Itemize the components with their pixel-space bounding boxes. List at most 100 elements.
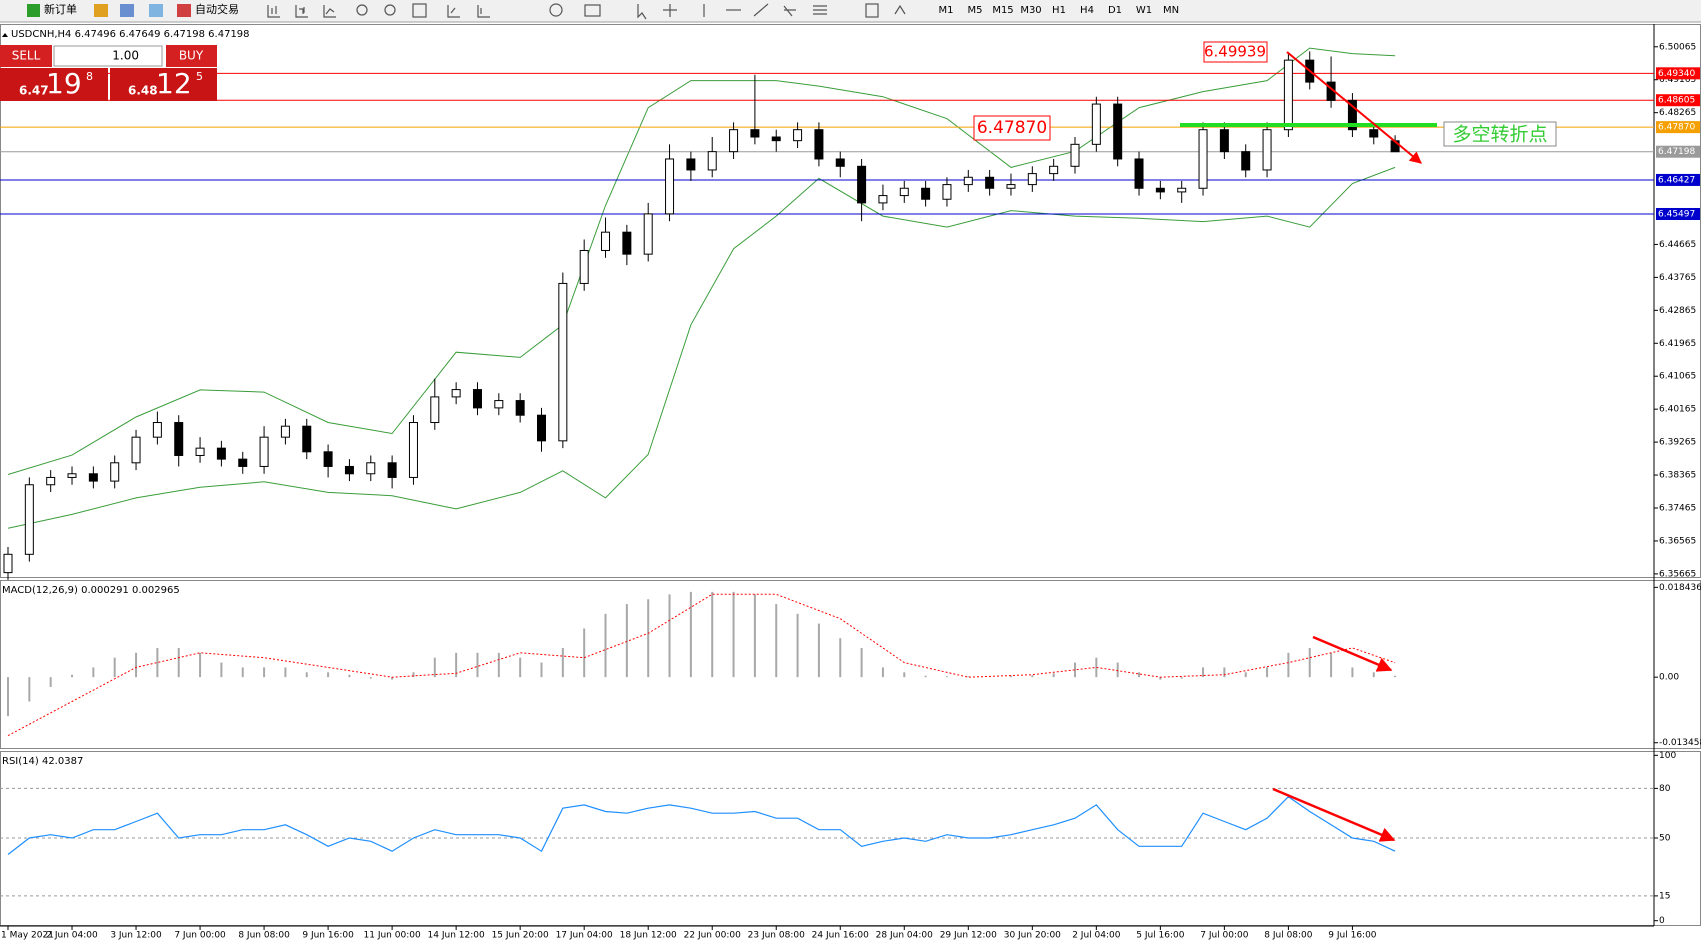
- candle-body: [942, 184, 952, 200]
- lot-value[interactable]: 1.00: [112, 49, 139, 63]
- candle-body: [1070, 143, 1080, 167]
- bollinger-band: [7, 47, 1396, 475]
- candle-icon[interactable]: [295, 5, 308, 18]
- sell-price-box[interactable]: [0, 68, 108, 101]
- y-tick-label: 100: [1659, 751, 1676, 761]
- line-icon[interactable]: [323, 5, 336, 18]
- zoom-out-icon[interactable]: [384, 4, 396, 16]
- template-icon[interactable]: [584, 4, 601, 17]
- timeframe-button[interactable]: MN: [1163, 5, 1179, 16]
- y-tick-label: 80: [1659, 784, 1671, 794]
- candle-body: [686, 158, 696, 171]
- fibo-icon[interactable]: [783, 5, 796, 17]
- timeframe-button[interactable]: M1: [939, 5, 954, 16]
- tool-icon[interactable]: [120, 4, 134, 17]
- new-order-icon[interactable]: [27, 4, 40, 17]
- x-tick-label: 2 Jul 04:00: [1072, 931, 1121, 941]
- scroll-icon[interactable]: [447, 5, 460, 18]
- zoom-in-icon[interactable]: [356, 4, 368, 16]
- price-level-tag: [1656, 207, 1700, 220]
- auto-trading-button[interactable]: 自动交易: [195, 2, 239, 16]
- y-tick-label: 6.38365: [1659, 471, 1696, 481]
- buy-price-box[interactable]: [110, 68, 217, 101]
- candle-body: [537, 414, 546, 442]
- lot-input[interactable]: [53, 45, 163, 67]
- price-level-label: 6.48605: [1658, 96, 1695, 106]
- timeframe-button[interactable]: W1: [1136, 5, 1152, 16]
- macd-signal: [7, 593, 1396, 737]
- timeframe-button[interactable]: H4: [1080, 5, 1094, 16]
- price-level-label: 6.47870: [1658, 123, 1695, 133]
- cursor-icon[interactable]: [637, 4, 647, 20]
- crosshair-icon[interactable]: [663, 4, 677, 17]
- candle-body: [985, 176, 995, 189]
- title-arrow: [2, 33, 8, 37]
- channel-icon[interactable]: [813, 5, 827, 15]
- macd-arrow: [1312, 635, 1393, 672]
- sell-button[interactable]: [0, 45, 52, 67]
- candle-body: [1177, 187, 1187, 193]
- pivot-note: 多空转折点: [1452, 124, 1547, 146]
- toolbar-icons: [267, 3, 906, 20]
- buy-price-pips: 12: [156, 67, 192, 100]
- candle-body: [1006, 184, 1016, 189]
- new-order-button[interactable]: 新订单: [44, 2, 77, 16]
- price-level-tag: [1656, 145, 1700, 158]
- tile-icon[interactable]: [412, 3, 427, 18]
- buy-button[interactable]: [166, 45, 217, 67]
- candle-body: [729, 129, 739, 153]
- candle-body: [835, 158, 845, 167]
- candle-body: [408, 422, 418, 478]
- x-tick-label: 30 Jun 20:00: [1004, 931, 1061, 941]
- tool-icon[interactable]: [149, 4, 163, 17]
- candle-body: [558, 282, 568, 442]
- price-level-label: 6.47198: [1658, 147, 1695, 157]
- main-panel-frame: [0, 24, 1701, 578]
- price-level-tag: [1656, 67, 1700, 80]
- y-tick-label: 6.50065: [1659, 42, 1696, 52]
- timeframe-button[interactable]: M30: [1020, 5, 1041, 16]
- candle-body: [302, 425, 312, 453]
- candle-body: [707, 151, 717, 171]
- arrow-icon[interactable]: [894, 4, 906, 15]
- timeframe-button[interactable]: D1: [1108, 5, 1122, 16]
- toolbar: 新订单 自动交易 M1 M5 M15 M30 H1 H4 D1 W1 MN: [0, 0, 1701, 23]
- price-level-tag: [1656, 173, 1700, 186]
- candle-body: [1134, 158, 1144, 189]
- bar-chart-icon[interactable]: [267, 5, 280, 18]
- peak-label-box: [1203, 41, 1268, 63]
- auto-trading-icon[interactable]: [177, 4, 191, 17]
- candle-body: [323, 451, 333, 467]
- x-tick-label: 24 Jun 16:00: [812, 931, 869, 941]
- candle-body: [366, 462, 376, 475]
- timeframe-button[interactable]: M15: [992, 5, 1013, 16]
- text-icon[interactable]: [865, 3, 879, 18]
- y-tick-label: 6.39265: [1659, 438, 1696, 448]
- candle-body: [878, 195, 888, 204]
- candle-body: [46, 476, 56, 486]
- sell-label[interactable]: SELL: [12, 49, 41, 63]
- timeframe-button[interactable]: H1: [1052, 5, 1066, 16]
- shift-icon[interactable]: [477, 5, 490, 18]
- periods-icon[interactable]: [549, 3, 563, 17]
- candle-body: [67, 473, 77, 478]
- timeframe-button[interactable]: M5: [968, 5, 983, 16]
- candle-body: [280, 425, 290, 438]
- pivot-label: 6.47870: [977, 118, 1047, 138]
- x-tick-label: 9 Jun 16:00: [302, 931, 354, 941]
- candle-body: [579, 249, 589, 284]
- price-level-label: 6.46427: [1658, 175, 1695, 185]
- price-level-tag: [1656, 121, 1700, 134]
- trend-arrow: [1286, 51, 1422, 164]
- x-tick-label: 9 Jul 16:00: [1328, 931, 1377, 941]
- candle-body: [601, 231, 611, 251]
- tool-icon[interactable]: [94, 4, 108, 17]
- candle-body: [1155, 187, 1165, 193]
- buy-label[interactable]: BUY: [179, 49, 204, 63]
- x-tick-label: 7 Jun 00:00: [174, 931, 226, 941]
- trendline-icon[interactable]: [753, 3, 769, 17]
- candle-body: [1091, 103, 1101, 145]
- candle-body: [963, 176, 973, 186]
- pivot-note-box: [1443, 121, 1557, 147]
